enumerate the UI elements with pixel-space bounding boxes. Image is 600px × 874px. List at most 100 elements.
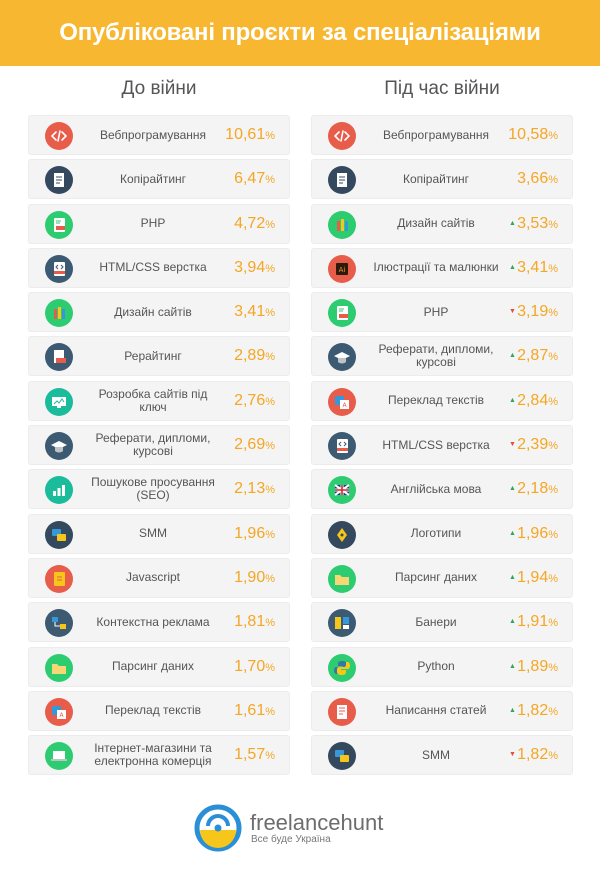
trend-down-icon: ▼ [509, 441, 516, 449]
value-number: 3,41 [517, 258, 549, 276]
item-value: 1,82% [517, 702, 558, 720]
value-unit: % [548, 661, 558, 674]
list-item: Ai Ілюстрації та малюнки ▲ 3,41% [311, 247, 573, 288]
trend-up-icon: ▲ [509, 529, 516, 537]
item-value: 3,19% [517, 303, 558, 321]
value-number: 3,94 [234, 258, 266, 276]
svg-text:Ai: Ai [339, 266, 346, 274]
value-number: 3,19 [517, 303, 549, 321]
page-title: Опубліковані проєкти за спеціалізаціями [59, 19, 541, 46]
value-unit: % [265, 262, 275, 275]
monitor-icon [45, 387, 73, 416]
item-label: Пошукове просування (SEO) [91, 475, 215, 503]
item-label: Вебпрограмування [382, 127, 490, 142]
value-number: 2,89 [234, 347, 266, 365]
seo-chart-icon [45, 476, 73, 505]
uk-flag-icon [328, 476, 356, 505]
value-number: 1,91 [517, 613, 549, 631]
item-label: HTML/CSS верстка [382, 437, 490, 452]
value-number: 2,76 [234, 391, 266, 409]
item-label: Переклад текстів [105, 703, 201, 718]
file-edit-icon [45, 343, 73, 372]
article-icon [328, 697, 356, 726]
item-value: 1,96% [234, 525, 275, 543]
graduation-cap-icon [328, 343, 356, 372]
item-label: Контекстна реклама [96, 614, 210, 629]
list-item: Копірайтинг 6,47% [28, 159, 290, 200]
code-icon [328, 122, 356, 150]
item-value: 2,87% [517, 347, 558, 365]
value-unit: % [265, 351, 275, 364]
php-file-icon [328, 299, 356, 328]
value-number: 1,94 [517, 568, 549, 586]
item-value: 10,61% [225, 126, 275, 144]
list-item: Реферати, дипломи, курсові ▲ 2,87% [311, 336, 573, 377]
value-number: 10,61 [225, 126, 266, 143]
value-number: 1,82 [517, 746, 549, 764]
item-value: 2,89% [234, 347, 275, 365]
trend-up-icon: ▲ [509, 396, 516, 404]
item-label: Переклад текстів [388, 393, 484, 408]
value-unit: % [265, 617, 275, 630]
translate-icon: A [328, 387, 356, 416]
value-unit: % [548, 307, 558, 320]
item-value: 1,61% [234, 702, 275, 720]
item-label: Копірайтинг [119, 171, 187, 186]
value-unit: % [548, 130, 558, 142]
list-item: Копірайтинг 3,66% [311, 159, 573, 200]
value-number: 2,69 [234, 436, 266, 454]
item-value: 2,84% [517, 392, 558, 410]
item-label: Розробка сайтів під ключ [98, 386, 208, 414]
value-number: 3,66 [517, 170, 549, 188]
item-label: Парсинг даних [394, 570, 478, 585]
list-item: Javascript 1,90% [28, 557, 290, 598]
item-label: Реферати, дипломи, курсові [95, 431, 211, 459]
value-unit: % [265, 174, 275, 187]
brand-name: freelancehunt [250, 810, 384, 835]
item-label: Javascript [125, 570, 181, 585]
value-number: 1,82 [517, 701, 549, 719]
list-item: Парсинг даних ▲ 1,94% [311, 557, 573, 598]
html-file-icon [328, 432, 356, 461]
value-unit: % [265, 572, 275, 585]
svg-text:A: A [342, 402, 347, 409]
list-item: HTML/CSS верстка 3,94% [28, 247, 290, 288]
item-label: Дизайн сайтів [397, 216, 475, 231]
list-item: A Переклад текстів ▲ 2,84% [311, 380, 573, 421]
item-label: HTML/CSS верстка [99, 260, 207, 275]
value-unit: % [548, 440, 558, 453]
document-icon [45, 166, 73, 195]
column-title-during: Під час війни [384, 78, 500, 99]
trend-up-icon: ▲ [509, 573, 516, 581]
list-item: Написання статей ▲ 1,82% [311, 690, 573, 731]
value-unit: % [548, 705, 558, 718]
value-number: 3,41 [234, 303, 266, 321]
list-during-war: Вебпрограмування 10,58% Копірайтинг 3,66% Ди… [311, 115, 573, 779]
social-icon [45, 520, 73, 549]
list-item: Банери ▲ 1,91% [311, 602, 573, 643]
item-label: Парсинг даних [111, 659, 195, 674]
value-unit: % [548, 617, 558, 630]
value-number: 2,87 [517, 347, 549, 365]
laptop-cart-icon [45, 742, 73, 771]
value-unit: % [265, 218, 275, 231]
trend-up-icon: ▲ [509, 485, 516, 493]
list-item: Python ▲ 1,89% [311, 646, 573, 687]
item-value: 6,47% [234, 170, 275, 188]
list-item: Дизайн сайтів 3,41% [28, 292, 290, 333]
value-unit: % [548, 351, 558, 364]
item-label: Англійська мова [390, 481, 482, 496]
item-label: Написання статей [385, 703, 487, 718]
value-unit: % [265, 750, 275, 763]
trend-down-icon: ▼ [509, 751, 516, 759]
value-unit: % [548, 218, 558, 231]
value-number: 1,96 [517, 524, 549, 542]
item-label: Копірайтинг [402, 171, 470, 186]
list-item: Реферати, дипломи, курсові 2,69% [28, 425, 290, 466]
value-unit: % [265, 528, 275, 541]
item-value: 2,18% [517, 480, 558, 498]
php-file-icon [45, 210, 73, 239]
item-value: 1,89% [517, 658, 558, 676]
item-value: 3,53% [517, 215, 558, 233]
ads-network-icon [45, 609, 73, 638]
